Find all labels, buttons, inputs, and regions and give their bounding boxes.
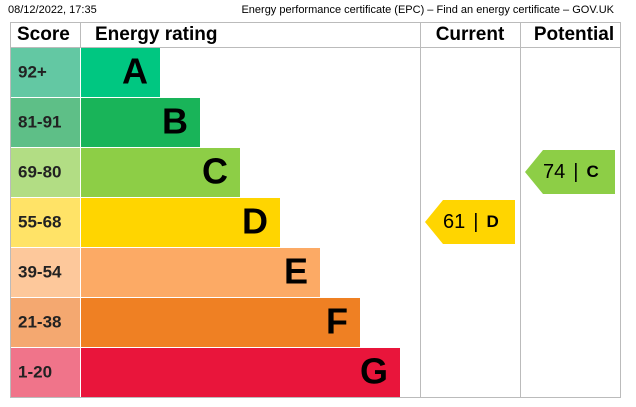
separator: | <box>573 161 578 183</box>
current-score: 61 <box>443 211 465 233</box>
rating-bar <box>81 148 240 197</box>
score-cell <box>11 348 80 397</box>
potential-label: 74 | C <box>543 161 599 183</box>
rating-bar <box>81 198 280 247</box>
rating-letter: F <box>326 301 348 342</box>
rating-bar <box>81 348 400 397</box>
score-label: 55-68 <box>18 212 61 231</box>
rating-letter: G <box>360 351 388 392</box>
score-label: 69-80 <box>18 162 61 181</box>
rating-letter: B <box>162 101 188 142</box>
current-arrow <box>425 200 515 244</box>
rating-letter: C <box>202 151 228 192</box>
score-cell <box>11 248 80 297</box>
rating-letter: A <box>122 51 148 92</box>
page-title: Energy performance certificate (EPC) – F… <box>241 4 614 16</box>
column-header: Score <box>17 24 70 45</box>
potential-score: 74 <box>543 161 565 183</box>
potential-rating: C <box>586 162 598 181</box>
potential-arrow <box>525 150 615 194</box>
timestamp: 08/12/2022, 17:35 <box>8 4 97 16</box>
score-cell <box>11 48 80 97</box>
rating-bar <box>81 248 320 297</box>
rating-letter: E <box>284 251 308 292</box>
score-label: 1-20 <box>18 362 52 381</box>
current-rating: D <box>486 212 498 231</box>
rating-bar <box>81 48 160 97</box>
score-label: 39-54 <box>18 262 62 281</box>
score-cell <box>11 298 80 347</box>
rating-letter: D <box>242 201 268 242</box>
separator: | <box>473 211 478 233</box>
column-header: Current <box>436 24 505 45</box>
score-cell <box>11 148 80 197</box>
rating-bar <box>81 98 200 147</box>
current-label: 61 | D <box>443 211 499 233</box>
score-label: 81-91 <box>18 112 61 131</box>
column-header: Energy rating <box>95 24 217 45</box>
score-label: 21-38 <box>18 312 61 331</box>
table-frame <box>10 22 621 398</box>
score-label: 92+ <box>18 62 47 81</box>
rating-bar <box>81 298 360 347</box>
column-header: Potential <box>534 24 614 45</box>
score-cell <box>11 98 80 147</box>
score-cell <box>11 198 80 247</box>
